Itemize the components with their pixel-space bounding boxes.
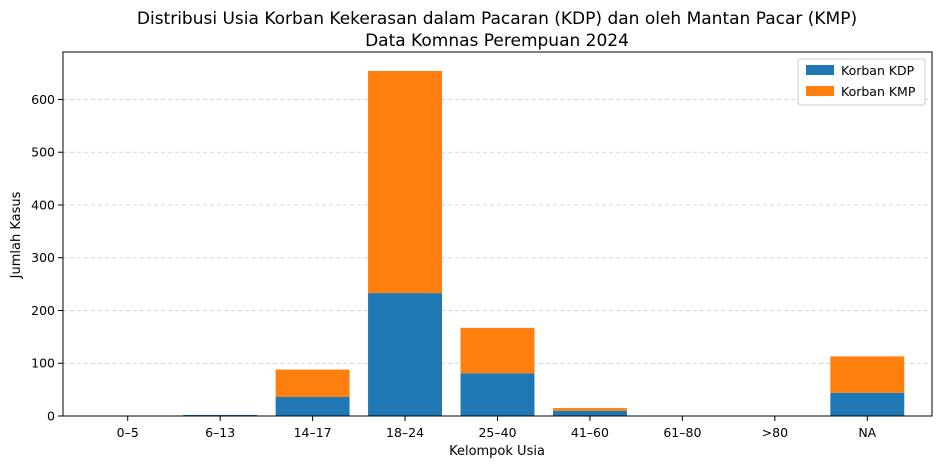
bars-group — [183, 70, 905, 416]
x-tick-label: 14–17 — [294, 425, 332, 440]
bar-korban-kmp — [552, 408, 627, 411]
x-tick-label: 41–60 — [571, 425, 609, 440]
y-axis: 0 100 200 300 400 500 600 — [31, 92, 63, 424]
legend-label: Korban KDP — [841, 63, 915, 78]
legend-swatch — [806, 65, 834, 75]
y-tick-label: 300 — [31, 250, 55, 265]
x-tick-label: 61–80 — [663, 425, 701, 440]
y-tick-label: 100 — [31, 356, 55, 371]
bar-korban-kdp — [275, 397, 350, 416]
bar-korban-kdp — [830, 392, 905, 416]
x-tick-label: 6–13 — [205, 425, 235, 440]
y-tick-label: 500 — [31, 145, 55, 160]
x-axis: 0–5 6–13 14–17 18–24 25–40 41–60 61–80 >80 NA — [117, 416, 877, 440]
legend-swatch — [806, 86, 834, 96]
bar-korban-kmp — [368, 70, 443, 294]
x-tick-label: 0–5 — [117, 425, 139, 440]
x-tick-label: 18–24 — [386, 425, 424, 440]
chart-subtitle: Data Komnas Perempuan 2024 — [365, 31, 629, 51]
x-tick-label: >80 — [762, 425, 788, 440]
y-tick-label: 600 — [31, 92, 55, 107]
bar-korban-kmp — [830, 356, 905, 393]
bar-korban-kdp — [183, 414, 258, 416]
y-tick-label: 400 — [31, 197, 55, 212]
bar-korban-kmp — [460, 327, 535, 374]
bar-korban-kdp — [460, 373, 535, 416]
x-axis-label: Kelompok Usia — [449, 444, 545, 459]
bar-korban-kdp — [368, 293, 443, 416]
legend-label: Korban KMP — [841, 84, 916, 99]
x-tick-label: NA — [858, 425, 876, 440]
x-tick-label: 25–40 — [478, 425, 516, 440]
chart-title: Distribusi Usia Korban Kekerasan dalam P… — [137, 9, 857, 29]
y-tick-label: 200 — [31, 303, 55, 318]
bar-korban-kmp — [275, 369, 350, 398]
bar-korban-kdp — [552, 410, 627, 416]
legend: Korban KDP Korban KMP — [797, 58, 926, 106]
y-tick-label: 0 — [47, 409, 55, 424]
y-axis-label: Jumlah Kasus — [9, 191, 24, 279]
